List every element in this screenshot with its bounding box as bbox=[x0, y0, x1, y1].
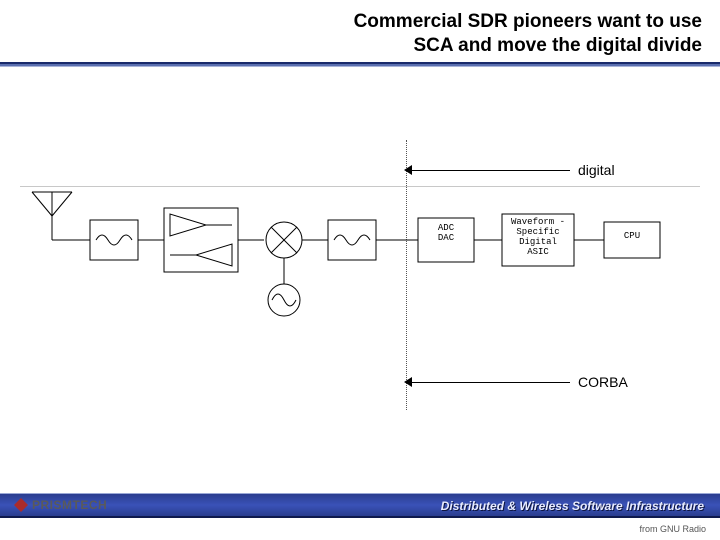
cpu-label: CPU bbox=[604, 232, 660, 242]
slide-title-line1: Commercial SDR pioneers want to use bbox=[202, 10, 702, 34]
digital-label: digital bbox=[578, 162, 615, 178]
signal-chain-diagram: ADC DAC Waveform - Specific Digital ASIC… bbox=[20, 180, 700, 340]
footer-tagline: Distributed & Wireless Software Infrastr… bbox=[441, 499, 704, 513]
slide-title-line2: SCA and move the digital divide bbox=[202, 34, 702, 58]
mixer-icon bbox=[266, 222, 302, 258]
bandpass-filter-1 bbox=[90, 220, 138, 260]
prism-icon bbox=[14, 498, 28, 512]
dac-line: DAC bbox=[418, 234, 474, 244]
digital-arrow: digital bbox=[410, 160, 570, 180]
chain-svg bbox=[20, 180, 700, 340]
slide-title: Commercial SDR pioneers want to use SCA … bbox=[202, 10, 702, 58]
brand-name: PRISMTECH bbox=[32, 498, 107, 512]
asic-label: Waveform - Specific Digital ASIC bbox=[502, 218, 574, 258]
title-underline bbox=[0, 62, 720, 66]
attribution: from GNU Radio bbox=[639, 524, 706, 534]
bandpass-filter-2 bbox=[328, 220, 376, 260]
adc-dac-label: ADC DAC bbox=[418, 224, 474, 244]
brand-logo: PRISMTECH bbox=[14, 498, 107, 512]
corba-label: CORBA bbox=[578, 374, 628, 390]
antenna-icon bbox=[32, 192, 72, 240]
amp-pair bbox=[164, 208, 238, 272]
local-oscillator-icon bbox=[268, 284, 300, 316]
corba-arrow: CORBA bbox=[410, 372, 570, 392]
arrow-shaft bbox=[410, 382, 570, 383]
arrow-shaft bbox=[410, 170, 570, 171]
footer-bottom-line bbox=[0, 516, 720, 518]
